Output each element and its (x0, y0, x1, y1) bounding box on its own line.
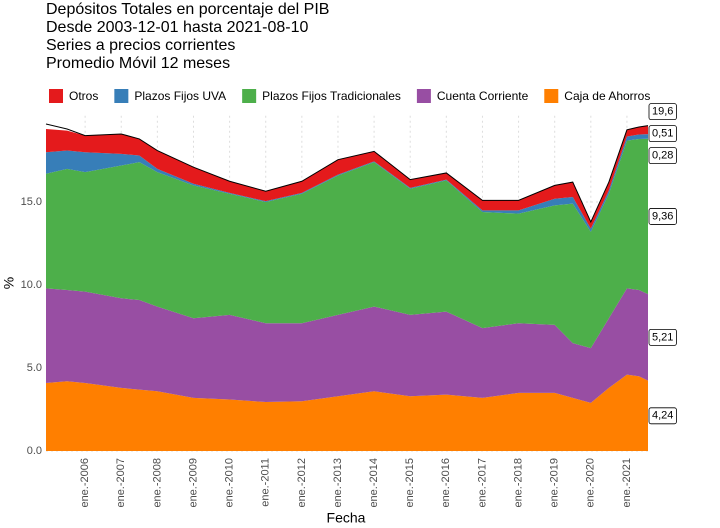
total-line (45, 123, 649, 224)
chart-subtitle: Series a precios corrientes (46, 37, 235, 54)
y-tick-label: 15.0 (21, 196, 42, 208)
end-label-box (648, 103, 677, 121)
y-tick-label: 5.0 (27, 362, 42, 374)
end-label-box (648, 407, 677, 425)
legend-swatch (49, 89, 63, 103)
end-label-box (648, 147, 677, 165)
end-label-text: 9,36 (652, 210, 673, 222)
x-tick-label: ene.-2020 (585, 458, 597, 508)
x-tick-label: ene.-2015 (404, 458, 416, 508)
legend-swatch (544, 89, 559, 103)
x-tick-label: ene.-2021 (621, 458, 633, 508)
end-label-text: 0,28 (652, 150, 673, 162)
legend-label: Cuenta Corriente (437, 89, 529, 103)
end-label: 19,6 (648, 103, 677, 121)
x-tick-label: ene.-2010 (224, 458, 236, 508)
end-label-box (648, 328, 677, 346)
chart-subtitle: Desde 2003-12-01 hasta 2021-08-10 (46, 19, 309, 36)
legend-label: Otros (69, 89, 98, 103)
area (46, 125, 648, 229)
end-label-text: 4,24 (652, 410, 673, 422)
x-tick-label: ene.-2019 (549, 458, 561, 508)
y-tick-label: 10.0 (21, 279, 42, 291)
end-label: 0,28 (648, 147, 677, 165)
x-tick-label: ene.-2009 (187, 458, 199, 508)
end-label: 4,24 (648, 407, 677, 425)
legend-label: Plazos Fijos UVA (134, 89, 226, 103)
area (46, 374, 648, 451)
end-label-box (648, 125, 677, 143)
end-label-text: 19,6 (652, 106, 673, 118)
end-label: 5,21 (648, 328, 677, 346)
x-tick-label: ene.-2008 (151, 458, 163, 508)
x-tick-label: ene.-2012 (296, 458, 308, 508)
end-label-box (648, 208, 677, 225)
legend-label: Caja de Ahorros (564, 89, 650, 103)
y-axis-title: % (1, 277, 17, 289)
x-tick-label: ene.-2017 (476, 458, 488, 508)
legend-swatch (242, 89, 257, 103)
x-tick-label: ene.-2018 (512, 458, 524, 508)
legend-label: Plazos Fijos Tradicionales (262, 89, 401, 103)
end-label-text: 0,51 (652, 128, 673, 140)
area (46, 288, 648, 403)
chart-subtitle: Promedio Móvil 12 meses (46, 55, 230, 72)
end-label: 0,51 (648, 125, 677, 143)
area (46, 138, 648, 349)
chart-title: Depósitos Totales en porcentaje del PIB (46, 1, 329, 18)
x-tick-label: ene.-2013 (332, 458, 344, 508)
y-tick-label: 0.0 (27, 445, 42, 457)
x-tick-label: ene.-2014 (368, 458, 380, 508)
x-axis-title: Fecha (327, 510, 366, 526)
end-label: 9,36 (648, 208, 677, 225)
legend-swatch (114, 89, 129, 103)
end-label-text: 5,21 (652, 331, 673, 343)
x-tick-label: ene.-2016 (440, 458, 452, 508)
x-tick-label: ene.-2011 (260, 458, 272, 507)
x-tick-label: ene.-2006 (79, 458, 91, 508)
x-tick-label: ene.-2007 (115, 458, 127, 508)
legend-swatch (416, 89, 431, 103)
